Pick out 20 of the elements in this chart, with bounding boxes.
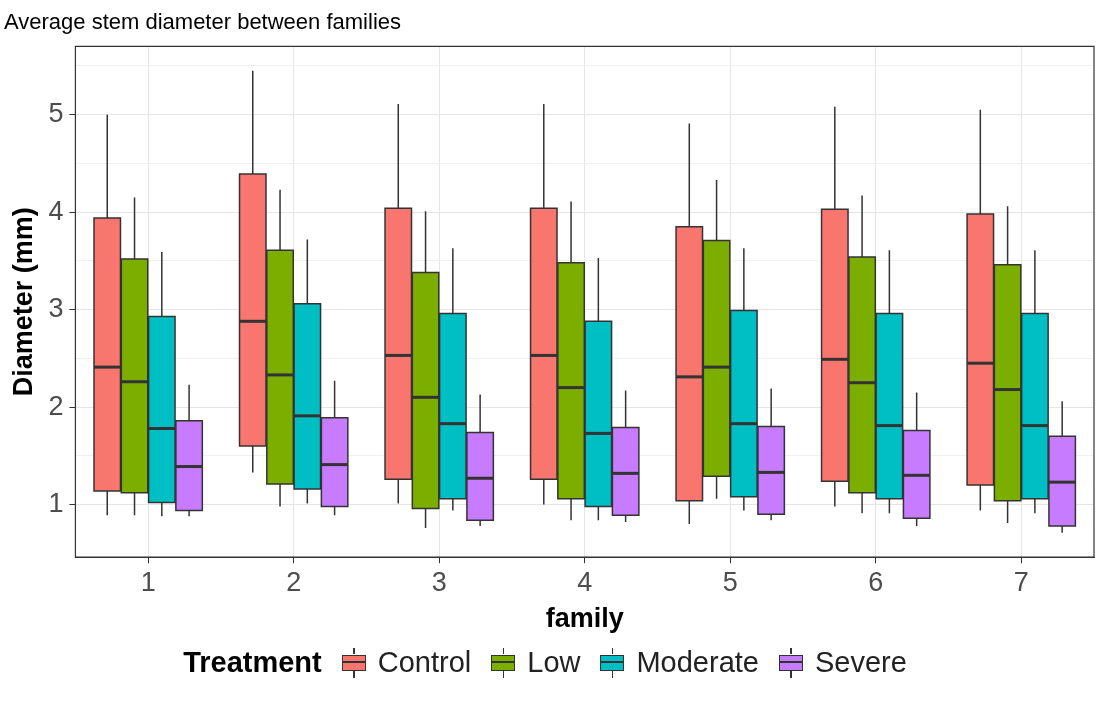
legend-title: Treatment	[183, 646, 322, 679]
x-tick-label: 3	[431, 566, 447, 597]
legend-label: Control	[377, 646, 472, 679]
y-tick-label: 4	[48, 195, 64, 226]
y-tick-label: 5	[48, 98, 64, 129]
x-tick-label: 6	[868, 566, 884, 597]
x-axis-title: family	[545, 603, 624, 634]
x-tick-label: 7	[1013, 566, 1029, 597]
x-tick-label: 5	[722, 566, 738, 597]
x-tick-label: 2	[286, 566, 302, 597]
chart-title: Average stem diameter between families	[4, 9, 402, 35]
legend-label: Moderate	[636, 646, 759, 679]
y-axis-title: Diameter (mm)	[7, 207, 38, 397]
y-tick-label: 2	[48, 390, 64, 421]
legend-label: Low	[527, 646, 581, 679]
y-tick-label: 3	[48, 293, 64, 324]
x-tick-label: 4	[577, 566, 593, 597]
x-tick-label: 1	[140, 566, 156, 597]
y-tick-label: 1	[48, 488, 64, 519]
legend-label: Severe	[814, 646, 907, 679]
